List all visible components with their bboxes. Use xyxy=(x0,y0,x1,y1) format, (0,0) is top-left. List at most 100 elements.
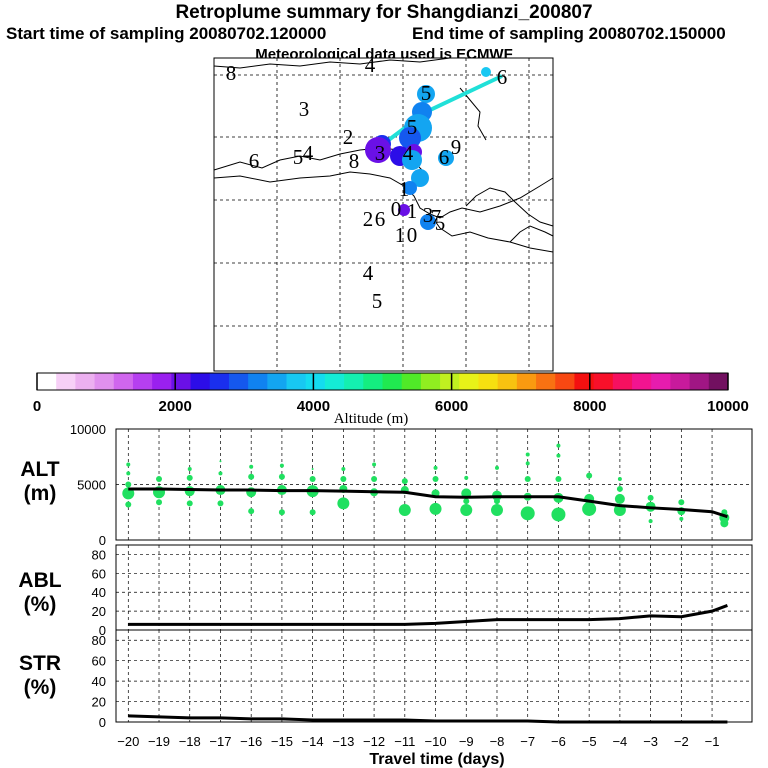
colorbar-swatch xyxy=(267,373,288,390)
alt-particle-point xyxy=(278,473,285,480)
y-tick-label: 40 xyxy=(92,674,106,689)
str-panel-unit: (%) xyxy=(24,676,57,699)
map-frame xyxy=(213,57,554,372)
alt-particle-point xyxy=(429,502,442,515)
alt-particle-point xyxy=(186,500,193,507)
colorbar-swatch xyxy=(37,373,57,390)
colorbar-swatch xyxy=(574,373,595,390)
colorbar-swatch xyxy=(94,373,115,390)
x-tick-label: −12 xyxy=(363,734,385,749)
map-day-label: 5 xyxy=(407,115,418,139)
x-tick-label: −13 xyxy=(332,734,354,749)
map-day-label: 4 xyxy=(303,141,314,165)
colorbar-swatch xyxy=(190,373,211,390)
alt-particle-point xyxy=(248,473,255,480)
alt-particle-point xyxy=(184,486,195,497)
alt-particle-point xyxy=(433,465,438,470)
colorbar-swatch xyxy=(286,373,307,390)
plume-point xyxy=(399,127,421,149)
colorbar-swatch xyxy=(324,373,345,390)
alt-particle-point xyxy=(125,481,132,488)
colorbar-swatch xyxy=(670,373,691,390)
colorbar-swatch xyxy=(689,373,710,390)
map-day-label: 5 xyxy=(435,211,446,235)
colorbar-swatch xyxy=(651,373,671,390)
colorbar-tick-label: 6000 xyxy=(435,398,468,415)
alt-particle-point xyxy=(217,500,224,507)
colorbar-swatch xyxy=(401,373,422,390)
alt-particle-point xyxy=(218,471,223,476)
y-tick-label: 40 xyxy=(92,585,106,600)
colorbar-swatch xyxy=(478,373,499,390)
x-tick-label: −19 xyxy=(148,734,170,749)
alt-particle-point xyxy=(493,498,500,505)
map-day-label: 4 xyxy=(363,261,374,285)
alt-particle-point xyxy=(525,452,530,457)
y-tick-label: 10000 xyxy=(70,422,106,437)
alt-particle-point xyxy=(249,464,254,469)
y-tick-label: 80 xyxy=(92,547,106,562)
colorbar-tick-label: 4000 xyxy=(297,398,330,415)
alt-particle-point xyxy=(551,507,566,522)
alt-particle-point xyxy=(125,501,132,508)
map-day-label: 0 xyxy=(407,223,418,247)
y-tick-label: 60 xyxy=(92,654,106,669)
alt-particle-point xyxy=(494,465,499,470)
x-tick-label: −6 xyxy=(551,734,566,749)
alt-particle-point xyxy=(186,474,193,481)
altitude-colorbar: 0 2000 4000 6000 8000 10000 xyxy=(33,372,749,415)
x-tick-label: −16 xyxy=(240,734,262,749)
map-day-label: 6 xyxy=(249,149,260,173)
map-day-label: 6 xyxy=(439,145,450,169)
x-tick-label: −2 xyxy=(674,734,689,749)
colorbar-swatch xyxy=(113,373,134,390)
map-day-label: 5 xyxy=(421,81,432,105)
alt-particle-point xyxy=(582,501,597,516)
map-day-label: 4 xyxy=(403,141,414,165)
alt-particle-point xyxy=(464,475,469,480)
alt-particle-point xyxy=(524,475,531,482)
x-tick-label: −5 xyxy=(582,734,597,749)
y-tick-label: 60 xyxy=(92,566,106,581)
colorbar-swatch xyxy=(632,373,652,390)
alt-particle-point xyxy=(614,493,625,504)
map-day-label: 8 xyxy=(349,149,360,173)
map-day-label: 3 xyxy=(375,141,386,165)
alt-particle-point xyxy=(156,475,163,482)
colorbar-swatch xyxy=(382,373,403,390)
colorbar-swatch xyxy=(593,373,614,390)
colorbar-swatch xyxy=(209,373,230,390)
alt-particle-point xyxy=(617,476,622,481)
x-tick-label: −3 xyxy=(643,734,658,749)
map-day-label: 1 xyxy=(399,177,410,201)
alt-particle-point xyxy=(555,475,562,482)
alt-particle-point xyxy=(463,498,470,505)
alt-particle-point xyxy=(248,508,255,515)
alt-particle-point xyxy=(616,485,623,492)
x-tick-label: −18 xyxy=(179,734,201,749)
map-day-label: 2 xyxy=(363,207,374,231)
start-time-label: Start time of sampling 20080702.120000 xyxy=(6,24,327,43)
y-tick-label: 80 xyxy=(92,633,106,648)
colorbar-swatch xyxy=(228,373,249,390)
chart-title: Retroplume summary for Shangdianzi_20080… xyxy=(175,2,593,23)
y-tick-label: 0 xyxy=(99,623,106,638)
x-tick-label: −1 xyxy=(705,734,720,749)
y-tick-label: 20 xyxy=(92,695,106,710)
colorbar-swatch xyxy=(459,373,479,390)
alt-particle-point xyxy=(341,466,346,471)
colorbar-swatch xyxy=(363,373,383,390)
alt-particle-point xyxy=(398,504,411,517)
map-day-label: 5 xyxy=(372,289,383,313)
alt-particle-point xyxy=(340,475,347,482)
str-panel-frame xyxy=(115,629,753,723)
alt-particle-point xyxy=(525,461,530,466)
alt-particle-point xyxy=(372,462,377,467)
x-tick-label: −15 xyxy=(271,734,293,749)
x-tick-label: −8 xyxy=(490,734,505,749)
colorbar-swatch xyxy=(344,373,364,390)
